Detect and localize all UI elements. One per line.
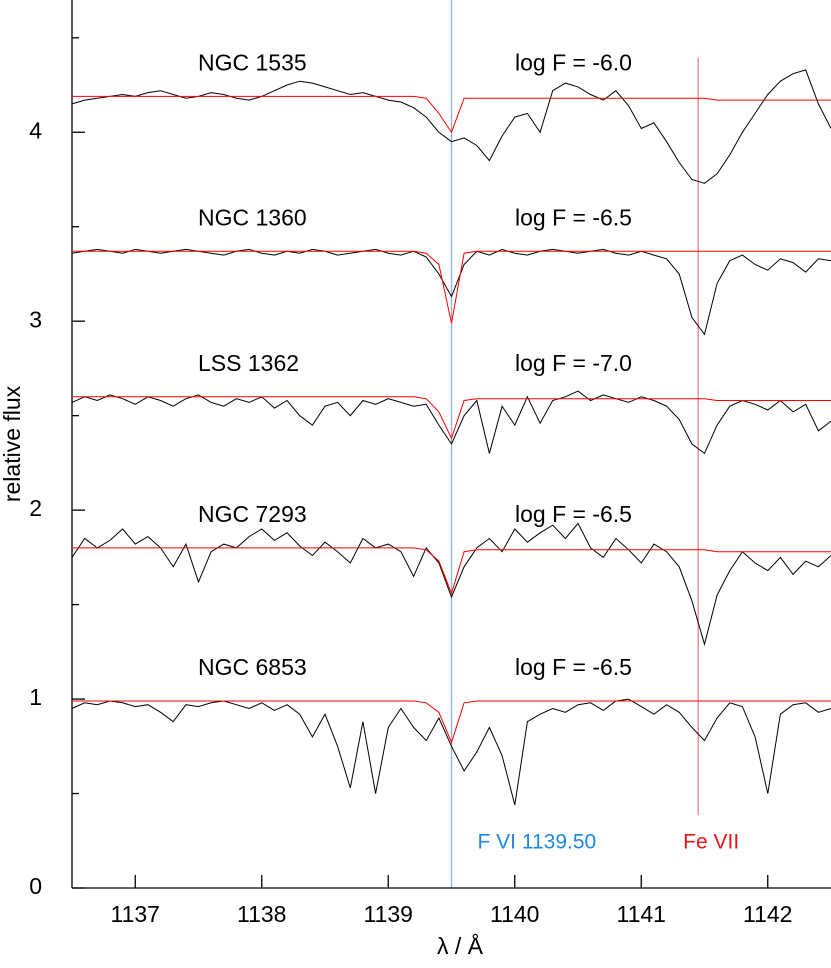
observed-spectrum (71, 698, 831, 806)
y-tick-label: 4 (29, 117, 42, 143)
observed-spectrum (71, 522, 831, 647)
x-tick-label: 1138 (237, 901, 286, 927)
model-spectrum (72, 396, 831, 440)
spectrum-name: NGC 6853 (198, 654, 307, 680)
x-tick-label: 1139 (364, 901, 413, 927)
spectrum-name: NGC 1535 (198, 49, 307, 75)
reference-label: Fe VII (683, 831, 739, 854)
y-axis-label: relative flux (0, 385, 25, 502)
spectrum-annotation: log F = -6.5 (515, 654, 632, 680)
spectrum-annotation: log F = -6.5 (515, 204, 632, 230)
model-spectrum (72, 250, 831, 324)
x-tick-label: 1142 (743, 901, 792, 927)
model-spectrum (72, 547, 831, 595)
y-tick-label: 0 (29, 873, 42, 899)
spectrum-name: NGC 7293 (198, 501, 307, 527)
model-spectrum (72, 95, 831, 134)
model-spectrum (72, 700, 831, 744)
x-tick-label: 1140 (490, 901, 539, 927)
spectrum-name: NGC 1360 (198, 204, 307, 230)
spectrum-name: LSS 1362 (198, 350, 299, 376)
x-tick-label: 1141 (617, 901, 666, 927)
spectrum-annotation: log F = -6.0 (515, 49, 632, 75)
spectrum-annotation: log F = -6.5 (515, 501, 632, 527)
x-tick-label: 1137 (111, 901, 160, 927)
reference-label: F VI 1139.50 (478, 831, 597, 854)
y-tick-label: 3 (29, 306, 42, 332)
observed-spectrum (71, 390, 831, 455)
spectrum-annotation: log F = -7.0 (515, 350, 632, 376)
y-tick-label: 2 (29, 495, 42, 521)
y-tick-label: 1 (29, 684, 42, 710)
x-axis-label: λ / Å (437, 932, 484, 959)
